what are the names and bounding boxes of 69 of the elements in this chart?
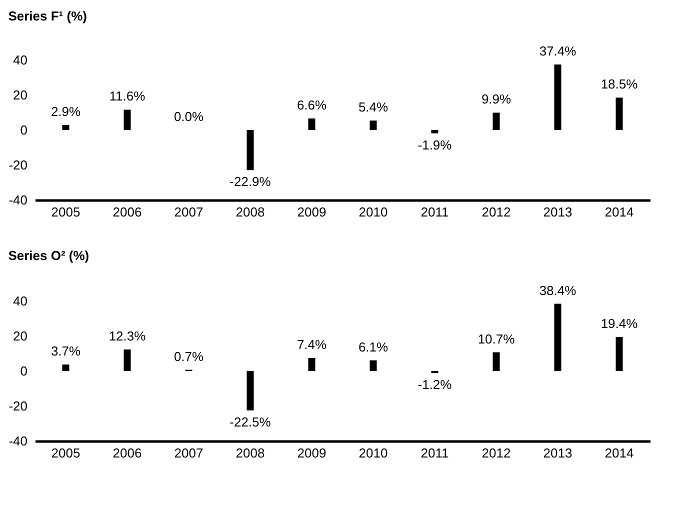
x-tick-label: 2007 <box>174 204 204 220</box>
data-label: 6.1% <box>358 339 388 354</box>
data-label: 3.7% <box>50 344 81 359</box>
data-label: 19.4% <box>600 316 638 332</box>
bar <box>370 360 377 371</box>
chart-title: Series O² (%) <box>8 248 90 263</box>
bar <box>124 349 131 371</box>
x-tick-label: 2008 <box>236 446 265 460</box>
chart-title: Series F¹ (%) <box>8 8 87 24</box>
y-tick-label: -20 <box>8 398 28 414</box>
x-tick-label: 2009 <box>297 446 326 460</box>
data-label: 2.9% <box>50 104 81 119</box>
data-label: 9.9% <box>481 92 512 107</box>
y-tick-label: -20 <box>8 158 28 172</box>
bar <box>554 304 562 371</box>
bar <box>308 118 316 130</box>
data-label: -1.9% <box>418 137 452 152</box>
x-tick-label: 2014 <box>604 446 634 460</box>
bar <box>308 358 316 371</box>
y-tick-label: 20 <box>13 88 28 102</box>
bar <box>616 98 623 130</box>
data-label: -1.2% <box>418 377 452 392</box>
data-label: -22.5% <box>230 414 272 430</box>
x-tick-label: 2005 <box>51 204 80 220</box>
bar <box>492 352 500 371</box>
bar <box>246 130 254 170</box>
data-label: 11.6% <box>109 88 146 104</box>
data-label: 18.5% <box>600 76 638 92</box>
y-tick-label: -40 <box>8 434 28 448</box>
x-tick-label: 2006 <box>112 204 142 220</box>
x-tick-label: 2010 <box>358 204 388 220</box>
bar <box>370 120 377 130</box>
x-tick-label: 2011 <box>420 204 449 220</box>
bar <box>124 110 131 130</box>
bar <box>554 64 562 130</box>
x-tick-label: 2012 <box>482 446 511 460</box>
y-tick-label: 40 <box>13 294 28 308</box>
bar <box>431 130 438 134</box>
data-label: 6.6% <box>296 97 327 112</box>
data-label: 38.4% <box>539 282 577 298</box>
data-label: 0.7% <box>174 348 204 364</box>
y-tick-label: 40 <box>13 52 28 68</box>
data-label: 12.3% <box>108 328 146 344</box>
bar <box>246 371 254 410</box>
x-tick-label: 2012 <box>482 204 511 220</box>
bar <box>62 364 70 371</box>
x-tick-label: 2011 <box>420 446 449 460</box>
data-label: 10.7% <box>478 331 516 346</box>
bar <box>62 124 70 130</box>
y-tick-label: 20 <box>13 328 28 344</box>
x-tick-label: 2013 <box>543 204 572 220</box>
x-tick-label: 2009 <box>297 204 326 220</box>
data-label: 5.4% <box>358 100 388 115</box>
y-tick-label: -40 <box>8 192 28 208</box>
y-tick-label: 0 <box>20 364 28 378</box>
data-label: 0.0% <box>174 109 204 124</box>
y-tick-label: 0 <box>20 122 28 138</box>
bar <box>616 337 623 371</box>
data-label: -22.9% <box>230 174 272 190</box>
x-tick-label: 2014 <box>604 204 634 220</box>
x-tick-label: 2013 <box>543 446 572 460</box>
bar <box>492 112 500 130</box>
x-tick-label: 2010 <box>358 446 388 460</box>
x-tick-label: 2005 <box>51 446 80 460</box>
x-tick-label: 2008 <box>236 204 265 220</box>
x-tick-label: 2007 <box>174 446 204 460</box>
x-tick-label: 2006 <box>112 446 142 460</box>
data-label: 7.4% <box>296 337 327 352</box>
data-label: 37.4% <box>539 44 577 59</box>
